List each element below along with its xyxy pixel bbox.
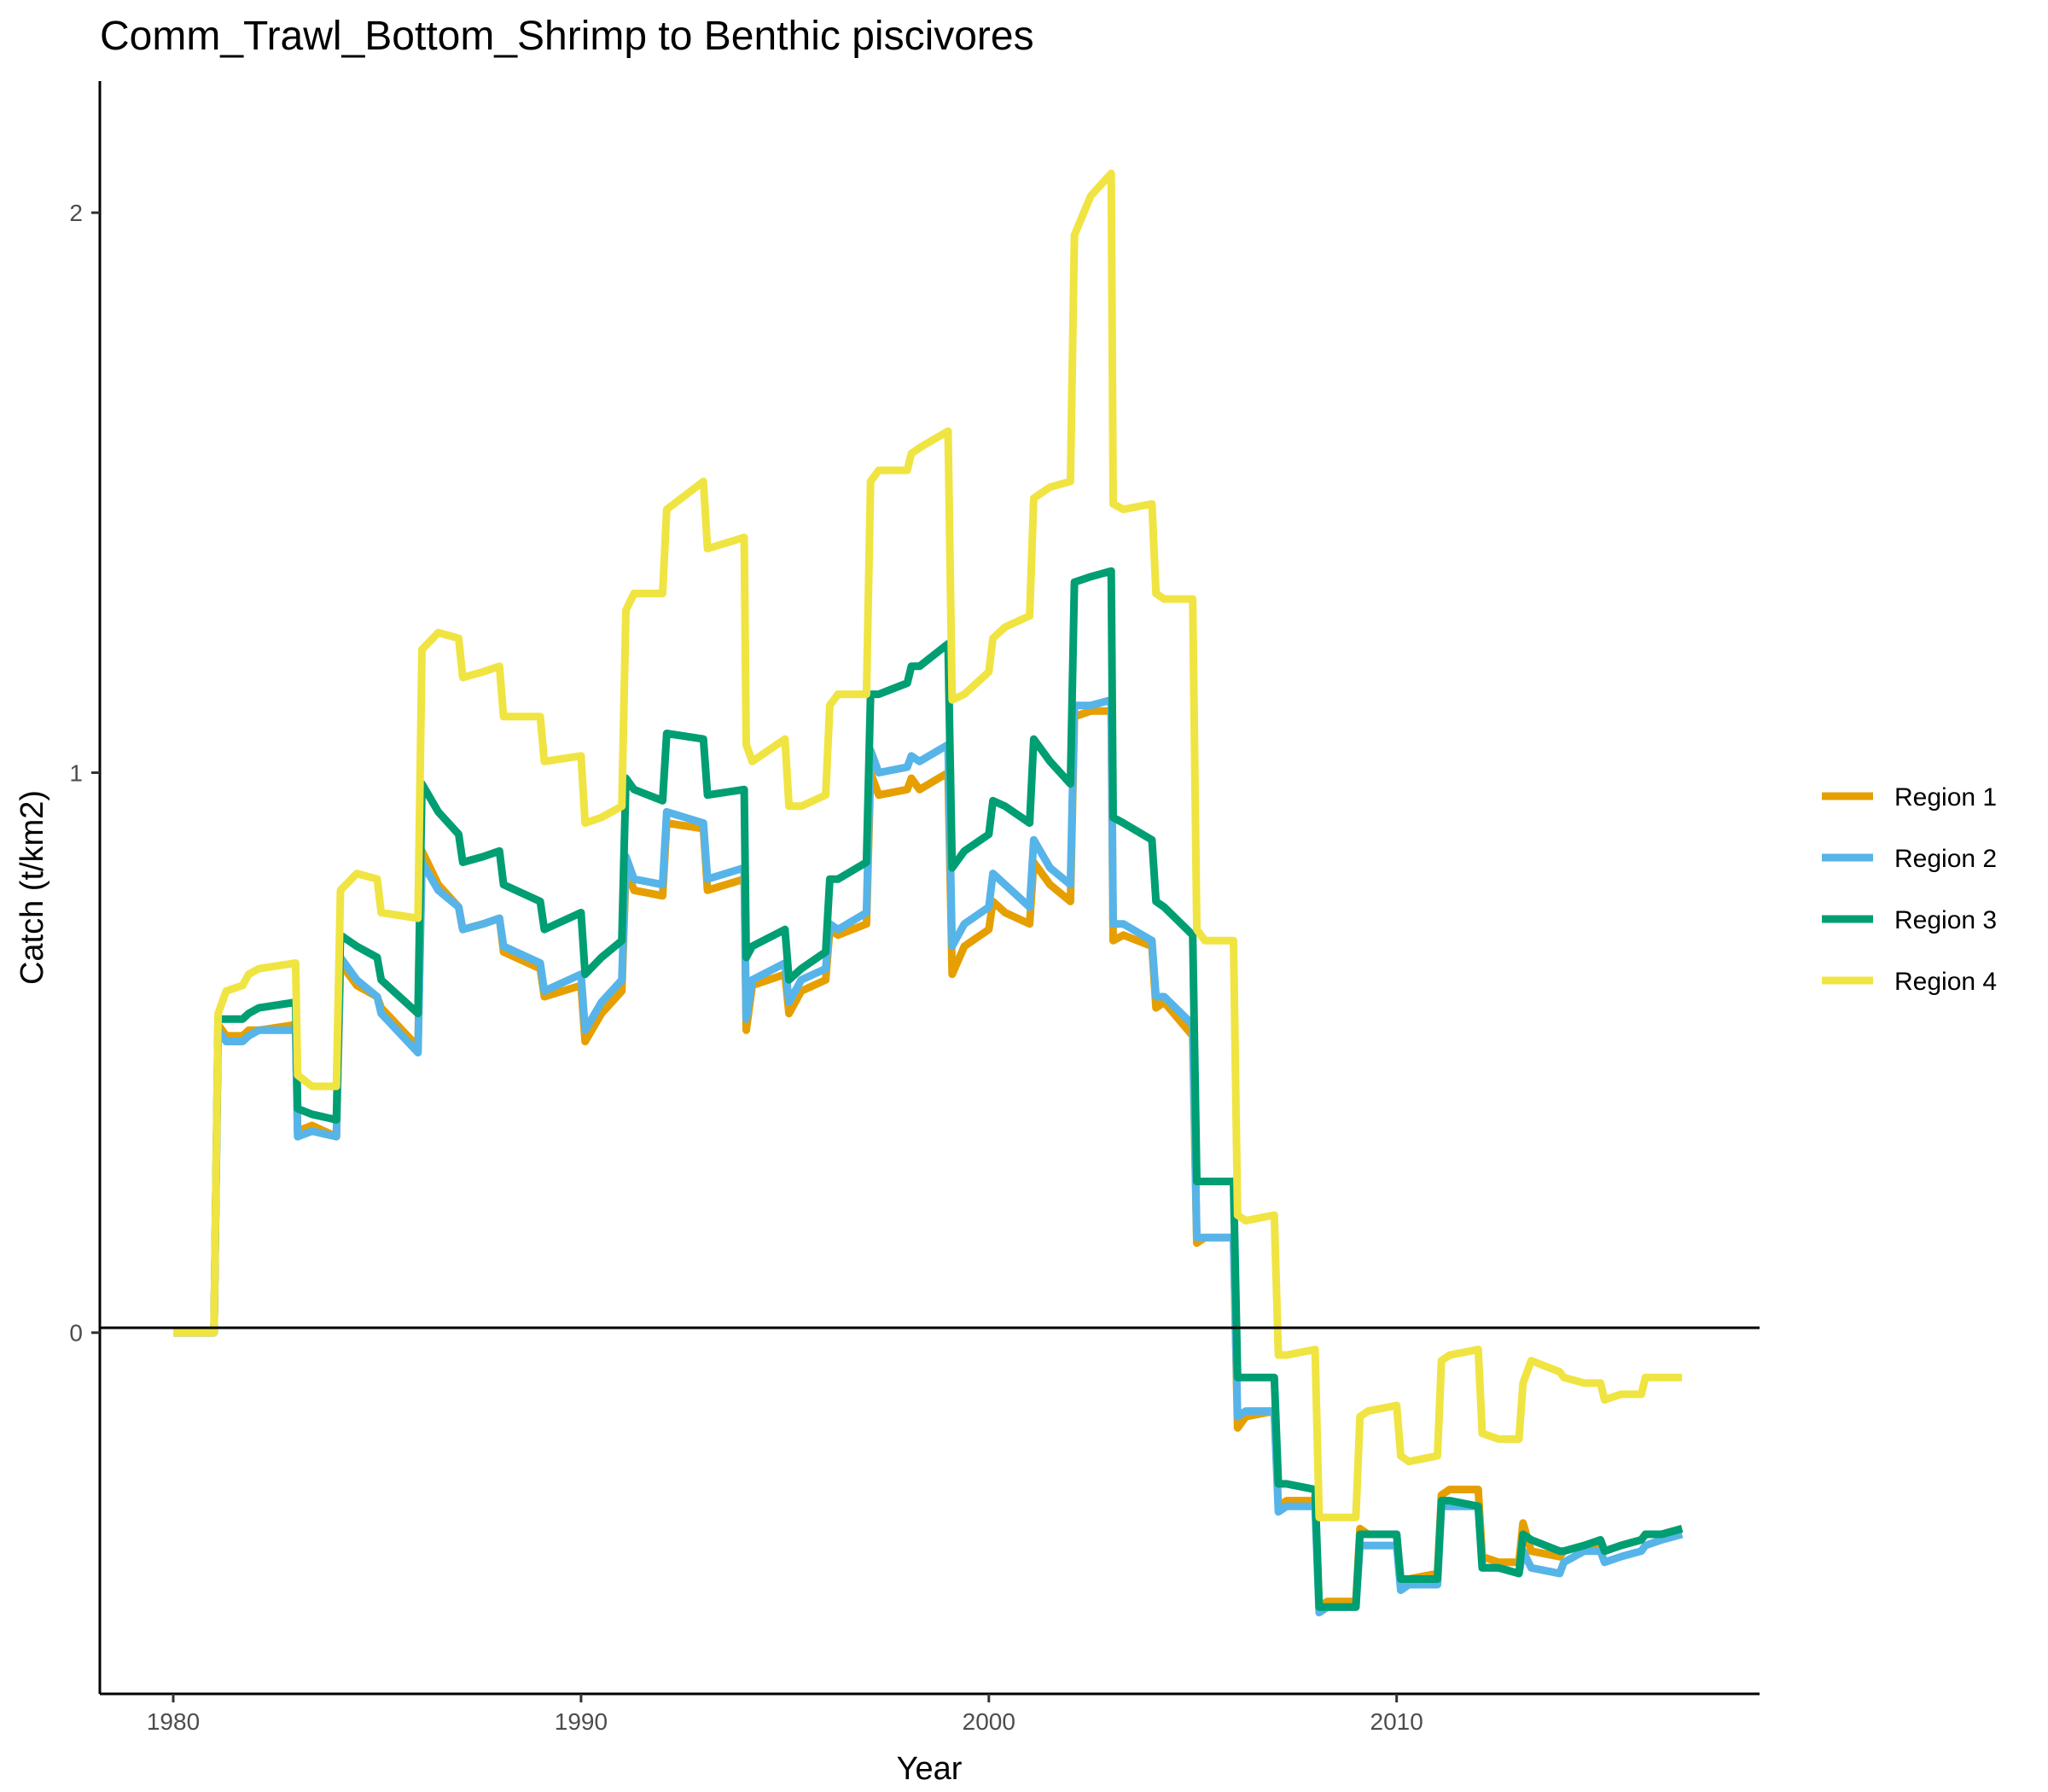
series-line-4 — [173, 169, 1683, 1521]
legend: Region 1 Region 2 Region 3 Region 4 — [1822, 783, 1997, 996]
x-tick-label: 1990 — [555, 1708, 608, 1735]
x-axis-title: Year — [897, 1751, 963, 1787]
y-tick-label: 0 — [69, 1320, 83, 1347]
x-tick-label: 2000 — [963, 1708, 1015, 1735]
y-tick-label: 2 — [69, 200, 83, 226]
legend-label-1: Region 1 — [1894, 783, 1997, 812]
series-layer — [173, 169, 1684, 1617]
series-line-1 — [173, 707, 1684, 1611]
series-line-2 — [173, 695, 1684, 1617]
legend-label-3: Region 3 — [1894, 906, 1997, 934]
tick-layer: 1980 1990 2000 2010 0 1 2 — [69, 200, 1423, 1735]
y-axis-title: Catch (t/km2) — [15, 790, 50, 985]
series-line-3 — [173, 567, 1684, 1611]
x-tick-label: 2010 — [1370, 1708, 1423, 1735]
y-tick-label: 1 — [69, 759, 83, 786]
legend-label-2: Region 2 — [1894, 845, 1997, 873]
x-tick-label: 1980 — [147, 1708, 200, 1735]
legend-label-4: Region 4 — [1894, 968, 1997, 996]
chart-title: Comm_Trawl_Bottom_Shrimp to Benthic pisc… — [100, 14, 1034, 59]
